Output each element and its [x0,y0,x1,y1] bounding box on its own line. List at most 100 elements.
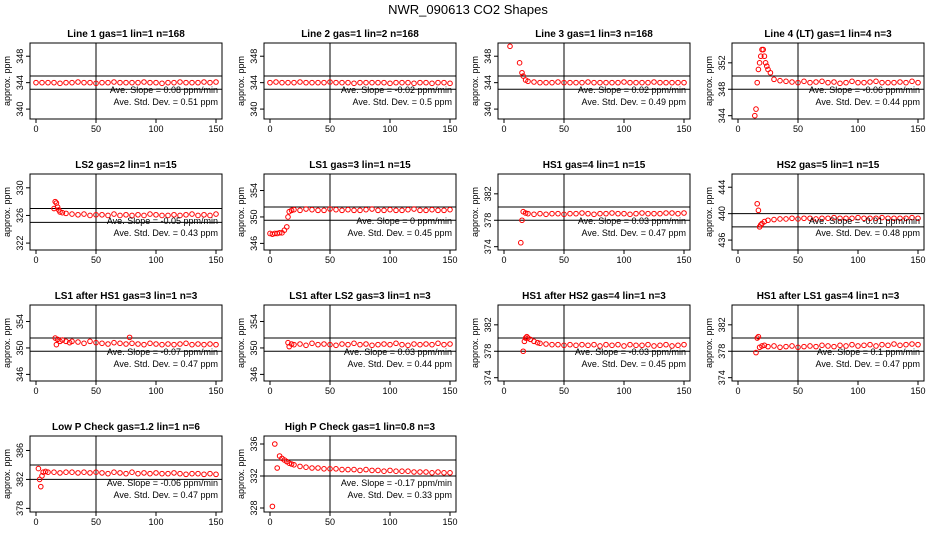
data-point [777,216,783,222]
data-point [147,79,153,86]
x-tick-label: 150 [442,255,457,265]
y-tick-label: 340 [15,102,25,117]
data-point [663,210,669,216]
data-point [315,207,321,214]
data-point [885,215,891,222]
data-point [651,343,657,349]
data-point [315,79,321,86]
plot-frame [497,304,691,382]
data-point [195,341,201,347]
data-point [897,215,903,222]
panel-11: HS1 after HS2 gas=4 lin=1 n=3 approx. ppm… [470,291,692,396]
data-point [387,467,393,474]
data-point [807,79,813,86]
data-point [417,79,423,86]
data-point [363,206,369,213]
data-point [117,79,123,86]
panel-title: Low P Check gas=1.2 lin=1 n=6 [52,422,200,433]
data-point [54,204,61,210]
x-tick-label: 0 [267,386,272,396]
data-point [761,218,768,225]
y-tick-label: 346 [249,367,259,382]
data-point [105,212,111,219]
x-tick-label: 150 [442,124,457,134]
data-point [129,212,135,219]
data-point [754,335,761,341]
x-tick-label: 0 [267,124,272,134]
data-point [657,79,663,86]
data-point [351,80,357,87]
y-tick-label: 336 [249,436,259,451]
x-tick-label: 50 [91,124,101,134]
data-points [33,79,219,87]
data-point [681,341,687,348]
data-point [35,465,42,472]
panel-2: Line 2 gas=1 lin=2 n=168 approx. ppm 0 50 10… [236,29,458,134]
data-point [915,341,921,348]
panel-12: HS1 after LS1 gas=4 lin=1 n=3 approx. ppm… [704,291,926,396]
slope-annotation: Ave. Slope = 0.08 ppm/min [110,85,218,95]
x-tick-label: 0 [501,386,506,396]
panel-1: Line 1 gas=1 lin=1 n=168 approx. ppm 0 50 10… [2,29,224,134]
reference-lines [732,305,924,381]
x-tick-label: 100 [382,124,397,134]
data-point [141,470,147,476]
x-tick-label: 50 [559,124,569,134]
data-point [825,79,831,86]
data-point [633,210,639,217]
data-point [849,78,855,85]
data-point [789,343,795,349]
data-point [75,79,81,85]
data-point [843,79,849,86]
slope-annotation: Ave. Slope = -0.02 ppm/min [341,85,452,95]
data-point [627,79,633,86]
data-point [59,337,66,343]
data-point [81,340,87,347]
data-point [135,470,141,477]
y-tick-label: 382 [15,472,25,487]
panel-4: Line 4 (LT) gas=1 lin=4 n=3 approx. ppm 0 5… [704,29,926,134]
data-point [777,344,783,351]
data-point [189,211,195,217]
data-point [909,78,915,85]
data-point [777,77,783,84]
slope-annotation: Ave. Slope = -0.17 ppm/min [341,478,452,488]
data-point [891,215,897,222]
y-axis-label: approx. ppm [470,56,480,106]
data-point [555,341,561,348]
data-point [819,78,825,85]
data-point [755,333,762,340]
data-point [531,211,537,218]
data-point [903,79,909,86]
data-point [885,342,891,349]
data-point [783,216,789,222]
x-tick-label: 100 [850,255,865,265]
y-tick-label: 354 [15,314,25,329]
y-tick-label: 354 [249,314,259,329]
data-point [405,206,411,213]
data-point [269,503,276,510]
data-point [393,468,399,475]
data-point [771,76,777,83]
data-point [285,214,291,220]
data-point [429,80,435,87]
data-point [195,212,201,219]
data-point [767,69,774,76]
x-tick-label: 150 [208,386,223,396]
data-point [543,341,549,347]
data-point [639,210,645,216]
data-point [321,207,327,214]
data-point [609,210,615,216]
data-point [57,470,63,476]
y-tick-label: 344 [483,75,493,90]
y-tick-label: 350 [15,340,25,355]
y-tick-label: 386 [15,443,25,458]
panel-title: High P Check gas=1 lin=0.8 n=3 [285,422,436,433]
plot-frame [497,42,691,120]
data-point [591,211,597,218]
data-point [321,466,327,472]
reference-lines [264,436,456,512]
data-point [267,79,273,86]
